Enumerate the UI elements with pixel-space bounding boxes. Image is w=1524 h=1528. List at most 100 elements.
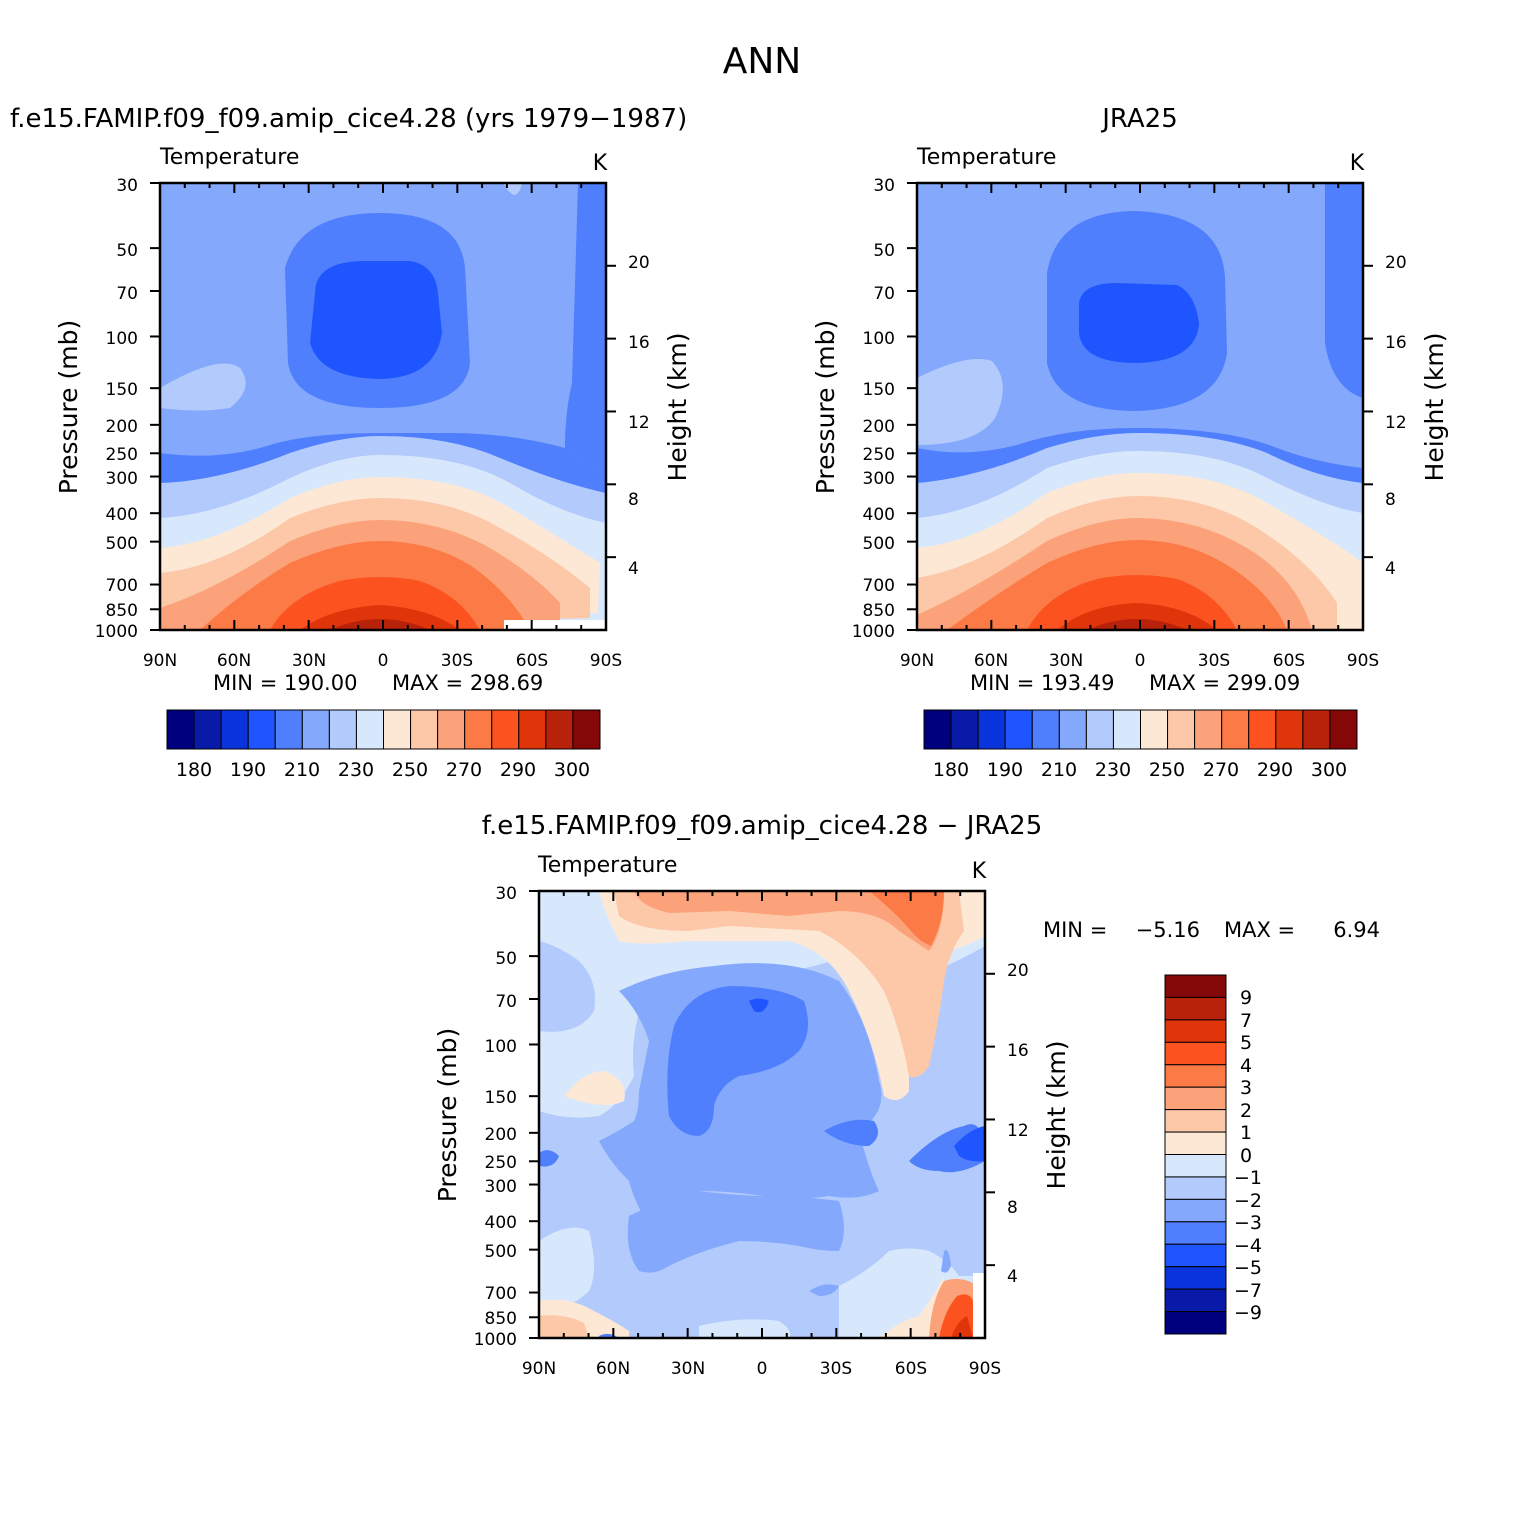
- diff-contour-core-negative: [749, 998, 769, 1013]
- diff-y-tick-label: 700: [485, 1284, 517, 1304]
- diff-right-axis-title: Height (km): [1042, 1041, 1071, 1190]
- diff-left-axis-labels: 30 50 70 100 150 200 250 300 400 500 700…: [474, 884, 517, 1350]
- obs-height-tick-label: 12: [1385, 413, 1407, 433]
- diff-colorbar-label: −7: [1234, 1280, 1262, 1302]
- obs-height-tick-label: 4: [1385, 559, 1396, 579]
- diff-colorbar-box: [1164, 1311, 1227, 1335]
- diff-contour-warm-lower-right-4: [951, 1316, 973, 1338]
- obs-y-tick-label: 500: [863, 534, 895, 554]
- diff-y-tick-label: 70: [495, 992, 517, 1012]
- diff-colorbar-box: [1164, 1131, 1227, 1155]
- diff-y-tick-label: 1000: [474, 1330, 517, 1350]
- model-x-tick-label: 60N: [217, 651, 251, 671]
- diff-colorbar-label: 9: [1240, 987, 1252, 1009]
- obs-colorbar-label: 230: [1095, 759, 1131, 781]
- obs-colorbar-box: [923, 709, 952, 750]
- model-colorbar-box: [166, 709, 195, 750]
- model-max-label: MAX = 298.69: [392, 671, 543, 695]
- obs-y-tick-label: 150: [863, 380, 895, 400]
- model-colorbar-label: 180: [176, 759, 212, 781]
- obs-left-axis-labels: 30 50 70 100 150 200 250 300 400 500 700…: [852, 176, 895, 642]
- obs-colorbar-label: 270: [1203, 759, 1239, 781]
- obs-colorbar-box: [1112, 709, 1141, 750]
- model-contour-cold-core: [310, 261, 442, 379]
- model-right-axis-labels: 20 16 12 8 4: [628, 253, 650, 579]
- diff-missing-data: [973, 1273, 985, 1338]
- obs-colorbar-label: 190: [987, 759, 1023, 781]
- obs-x-tick-label: 0: [1135, 651, 1146, 671]
- obs-x-axis-labels: 90N 60N 30N 0 30S 60S 90S: [900, 651, 1379, 671]
- diff-contour-warm-blob-left: [564, 1071, 625, 1105]
- diff-x-tick-label: 30N: [671, 1359, 705, 1379]
- model-height-tick-label: 4: [628, 559, 639, 579]
- model-colorbar-box: [274, 709, 303, 750]
- diff-colorbar-label: −4: [1234, 1235, 1262, 1257]
- model-x-tick-label: 90N: [143, 651, 177, 671]
- obs-y-tick-label: 1000: [852, 622, 895, 642]
- diff-y-tick-label: 850: [485, 1309, 517, 1329]
- obs-colorbar-box: [1167, 709, 1196, 750]
- diff-y-tick-label: 150: [485, 1088, 517, 1108]
- obs-colorbar-box: [1275, 709, 1304, 750]
- diff-min-label: MIN =: [1043, 918, 1107, 942]
- obs-y-axis-title: Pressure (mb): [811, 320, 840, 494]
- diff-colorbar-label: −5: [1234, 1257, 1262, 1279]
- obs-colorbar: [923, 709, 1358, 750]
- obs-colorbar-label: 210: [1041, 759, 1077, 781]
- obs-colorbar-box: [1221, 709, 1250, 750]
- diff-contour-blue-spike: [941, 1250, 951, 1273]
- model-y-tick-label: 300: [106, 469, 138, 489]
- diff-contour-warm-lower-right: [879, 1276, 944, 1338]
- model-y-tick-label: 850: [106, 601, 138, 621]
- model-colorbar-box: [464, 709, 493, 750]
- diff-colorbar-box: [1164, 1243, 1227, 1268]
- model-colorbar-box: [301, 709, 330, 750]
- model-y-tick-label: 150: [106, 380, 138, 400]
- model-colorbar-label: 290: [500, 759, 536, 781]
- diff-contour-pale-patch-low: [699, 1319, 791, 1338]
- diff-colorbar-box: [1164, 1176, 1227, 1200]
- obs-contour-cold-core: [1079, 283, 1199, 363]
- diff-colorbar-box: [1164, 1198, 1227, 1223]
- panel-diff-title: f.e15.FAMIP.f09_f09.amip_cice4.28 − JRA2…: [482, 811, 1043, 841]
- diff-x-tick-label: 0: [757, 1359, 768, 1379]
- obs-min-label: MIN = 193.49: [970, 671, 1114, 695]
- model-colorbar-label: 270: [446, 759, 482, 781]
- obs-y-tick-label: 400: [863, 505, 895, 525]
- obs-colorbar-label: 180: [933, 759, 969, 781]
- diff-contour-warm-lower-left-2: [539, 1315, 589, 1338]
- diff-colorbar-box: [1164, 1086, 1227, 1111]
- model-x-tick-label: 30S: [441, 651, 473, 671]
- diff-y-tick-label: 500: [485, 1242, 517, 1262]
- diff-contour-deep-negative: [667, 986, 808, 1136]
- obs-colorbar-box: [1248, 709, 1277, 750]
- obs-x-tick-label: 90S: [1347, 651, 1379, 671]
- model-y-tick-label: 700: [106, 576, 138, 596]
- diff-y-tick-label: 30: [495, 884, 517, 904]
- panel-diff-variable: Temperature: [537, 853, 677, 878]
- diff-contour-warm-top-3: [634, 891, 944, 951]
- model-colorbar-label: 190: [230, 759, 266, 781]
- obs-x-tick-label: 60S: [1273, 651, 1305, 671]
- model-missing-data: [504, 620, 606, 630]
- model-colorbar-label: 300: [554, 759, 590, 781]
- diff-x-tick-label: 90N: [522, 1359, 556, 1379]
- obs-max-label: MAX = 299.09: [1149, 671, 1300, 695]
- model-colorbar-box: [545, 709, 574, 750]
- obs-colorbar-box: [1031, 709, 1060, 750]
- obs-contour-b82: [1087, 619, 1187, 630]
- obs-y-tick-label: 200: [863, 417, 895, 437]
- model-colorbar-box: [572, 709, 601, 750]
- model-y-tick-label: 250: [106, 445, 138, 465]
- diff-height-tick-label: 16: [1007, 1041, 1029, 1061]
- diff-contour-jet-left: [539, 1150, 559, 1167]
- model-colorbar-box: [193, 709, 222, 750]
- model-colorbar-label: 230: [338, 759, 374, 781]
- obs-colorbar-labels: 180 190 210 230 250 270 290 300: [933, 759, 1347, 781]
- panel-model: f.e15.FAMIP.f09_f09.amip_cice4.28 (yrs 1…: [10, 104, 692, 781]
- diff-colorbar-box: [1164, 996, 1227, 1021]
- obs-x-tick-label: 90N: [900, 651, 934, 671]
- panel-model-units: K: [593, 151, 608, 176]
- obs-colorbar-box: [1329, 709, 1358, 750]
- plot-area-obs: [917, 183, 1363, 630]
